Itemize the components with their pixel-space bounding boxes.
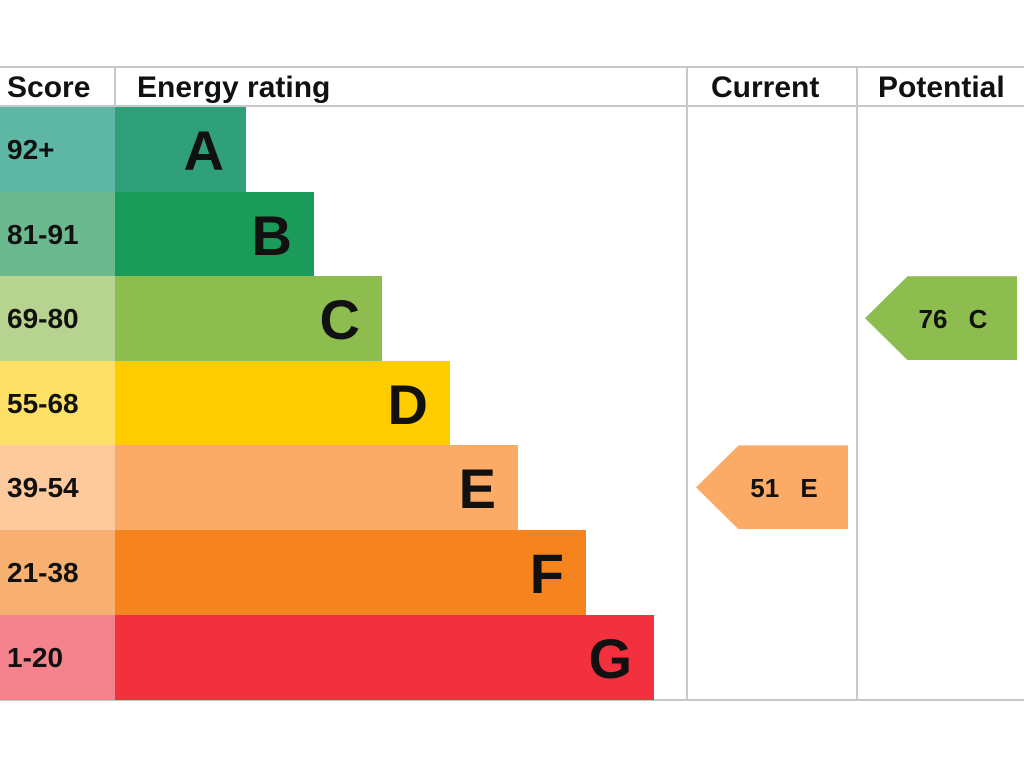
rating-bar-d: D xyxy=(115,360,450,446)
potential-rating-label: 76 C xyxy=(918,304,988,335)
divider-current xyxy=(686,66,688,701)
score-cell-g: 1-20 xyxy=(0,614,115,700)
rating-bar-c: C xyxy=(115,276,382,362)
score-cell-b: 81-91 xyxy=(0,191,115,277)
score-cell-e: 39-54 xyxy=(0,445,115,531)
divider-potential xyxy=(856,66,858,701)
header-score: Score xyxy=(7,71,91,104)
current-rating-label: 51 E xyxy=(750,473,818,504)
potential-rating-arrow: 76 C xyxy=(865,276,1017,361)
divider-score xyxy=(114,66,116,107)
header-energy-rating: Energy rating xyxy=(137,71,331,104)
rating-bar-f: F xyxy=(115,530,586,615)
rating-bar-b: B xyxy=(115,191,314,277)
rating-bar-a: A xyxy=(115,107,246,192)
header-bottom-border xyxy=(0,105,1024,107)
rating-bar-e: E xyxy=(115,445,518,531)
table-bottom-border xyxy=(0,699,1024,701)
current-rating-arrow: 51 E xyxy=(696,445,848,530)
header-potential: Potential xyxy=(878,71,1005,104)
score-cell-a: 92+ xyxy=(0,107,115,192)
score-cell-c: 69-80 xyxy=(0,276,115,362)
table-top-border xyxy=(0,66,1024,68)
score-cell-f: 21-38 xyxy=(0,530,115,615)
header-current: Current xyxy=(711,71,820,104)
rating-bar-g: G xyxy=(115,614,654,700)
score-cell-d: 55-68 xyxy=(0,360,115,446)
